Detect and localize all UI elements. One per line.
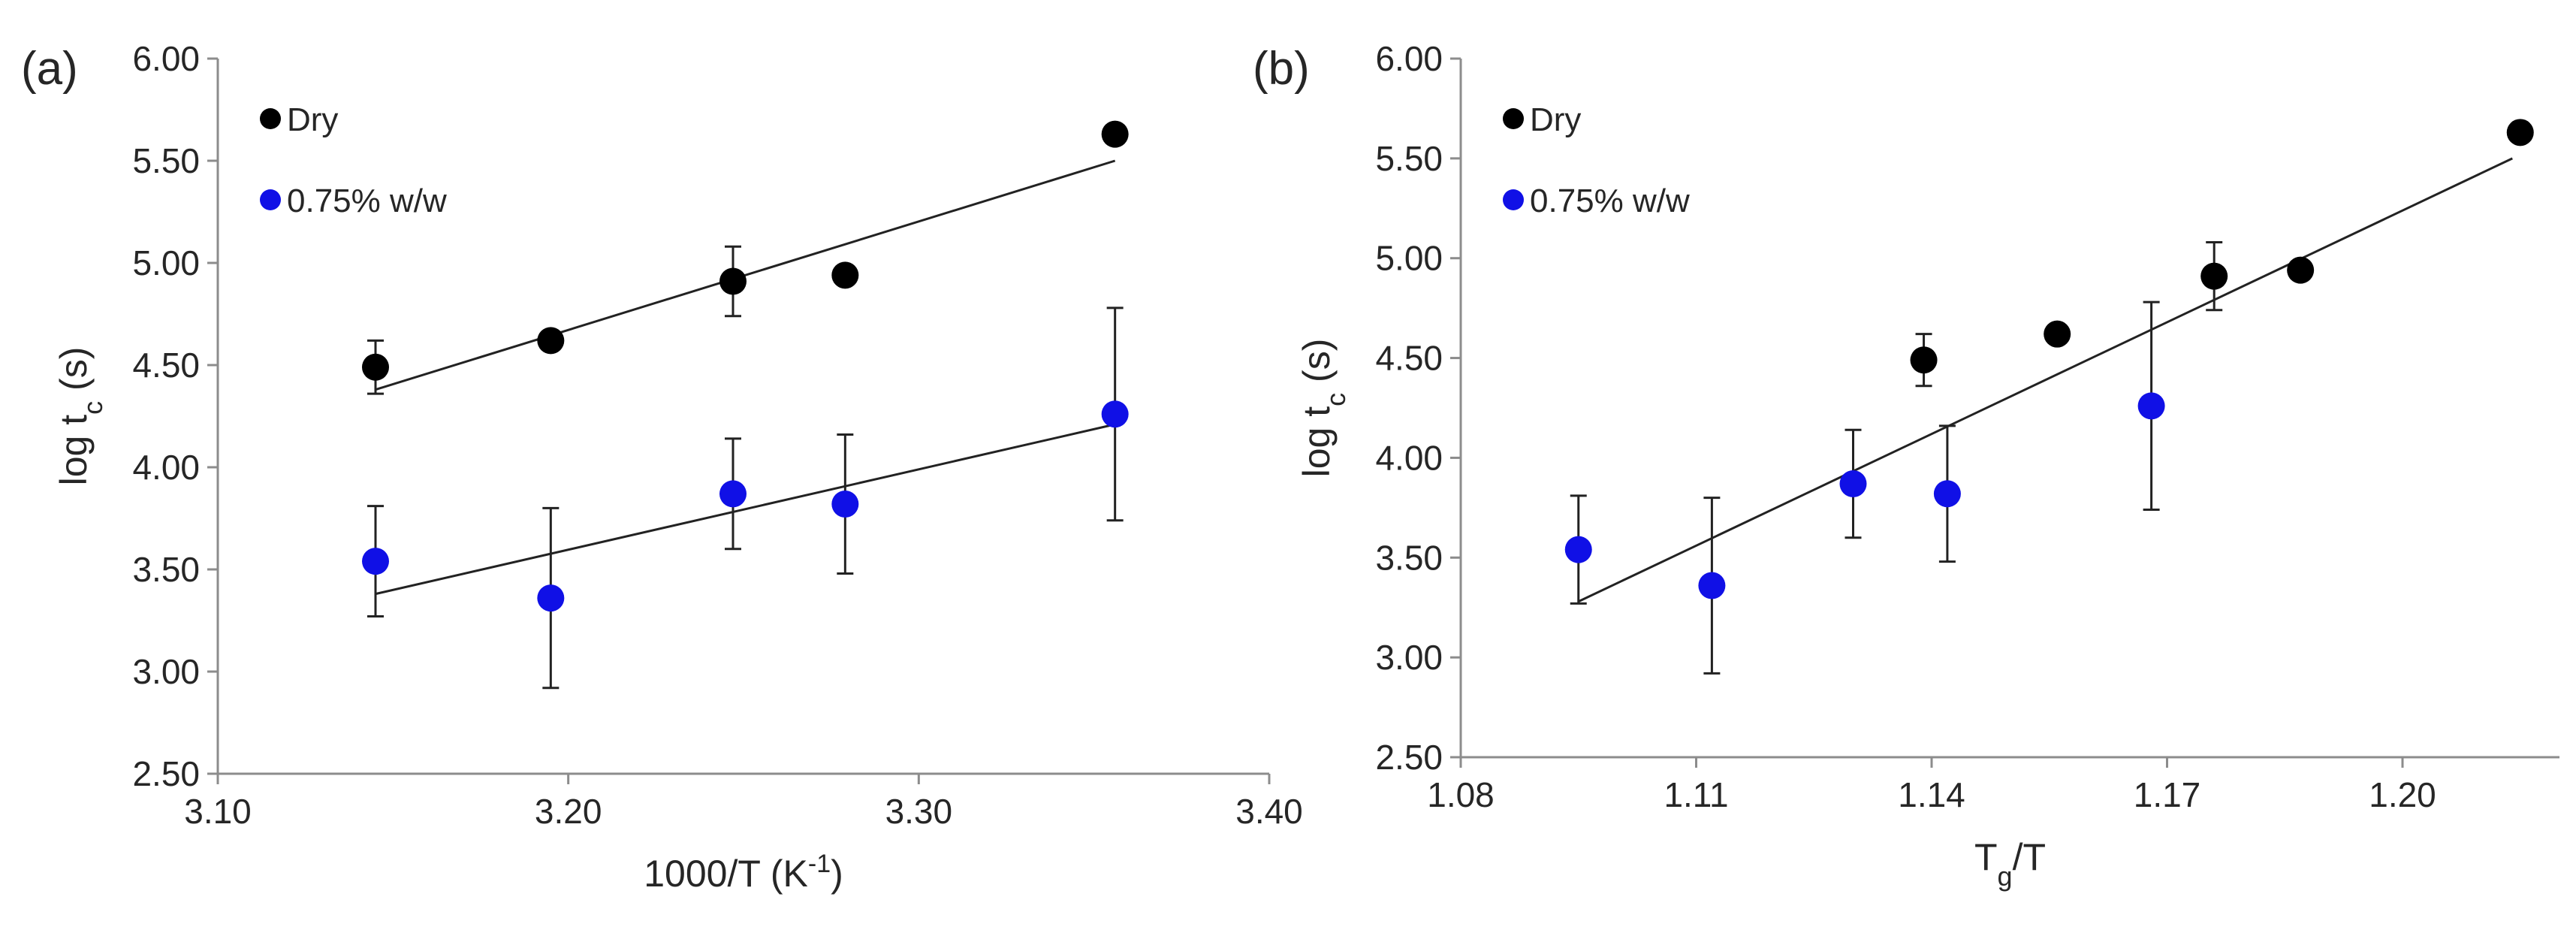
panel-label: (b) xyxy=(1253,43,1310,95)
x-tick-label: 1.17 xyxy=(2134,775,2201,814)
x-axis-label-main: T xyxy=(1974,836,1998,878)
data-point-dry xyxy=(1910,346,1938,374)
x-tick-label: 3.10 xyxy=(184,792,252,831)
data-point-wet xyxy=(1933,480,1961,508)
legend-label-wet: 0.75% w/w xyxy=(287,183,447,219)
y-tick-label: 2.50 xyxy=(132,754,200,793)
y-axis-label-tail: (s) xyxy=(1296,339,1338,393)
x-axis-label-sub: g xyxy=(1998,861,2013,892)
data-point-wet xyxy=(537,584,565,612)
legend-marker-dry xyxy=(1503,108,1524,129)
y-tick-label: 3.50 xyxy=(1375,538,1443,577)
data-point-dry xyxy=(1101,120,1129,148)
data-point-dry xyxy=(537,327,565,355)
y-tick-label: 4.00 xyxy=(132,448,200,487)
x-axis-label-tail: /T xyxy=(2013,836,2046,878)
x-tick-label: 1.20 xyxy=(2369,775,2436,814)
x-tick-label: 3.30 xyxy=(885,792,953,831)
x-axis-label: Tg/T xyxy=(1974,836,2046,892)
data-point-wet xyxy=(1564,536,1592,563)
data-point-wet xyxy=(1839,470,1867,497)
x-tick-label: 1.14 xyxy=(1898,775,1965,814)
x-axis-label-tail: ) xyxy=(831,853,843,895)
y-axis-label: log tc (s) xyxy=(53,347,108,486)
y-tick-label: 3.00 xyxy=(1375,638,1443,677)
y-tick-label: 3.00 xyxy=(132,652,200,691)
data-point-wet xyxy=(2137,392,2165,420)
legend-marker-wet xyxy=(1503,189,1524,210)
data-point-wet xyxy=(1101,400,1129,428)
trendline-wet xyxy=(375,423,1116,596)
data-point-wet xyxy=(362,548,389,575)
trendline xyxy=(1578,157,2513,603)
data-point-dry xyxy=(831,261,859,289)
y-axis-label-main: log t xyxy=(1296,406,1338,478)
y-tick-label: 5.50 xyxy=(1375,139,1443,178)
legend-label-wet: 0.75% w/w xyxy=(1530,183,1690,219)
legend-marker-wet xyxy=(260,189,281,210)
y-tick-label: 6.00 xyxy=(132,39,200,78)
x-axis-label-sup: -1 xyxy=(808,850,831,878)
data-point-dry xyxy=(2506,119,2534,146)
y-axis-label: log tc (s) xyxy=(1296,339,1351,478)
y-axis-label-sub: c xyxy=(1320,393,1351,406)
y-tick-label: 4.50 xyxy=(132,346,200,385)
legend-label-dry: Dry xyxy=(287,101,338,138)
legend-marker-dry xyxy=(260,108,281,129)
y-tick-label: 4.50 xyxy=(1375,339,1443,378)
trendline-dry xyxy=(375,159,1116,391)
y-tick-label: 2.50 xyxy=(1375,738,1443,777)
y-tick-label: 5.00 xyxy=(1375,239,1443,278)
y-tick-label: 5.50 xyxy=(132,141,200,180)
x-axis-label: 1000/T (K-1) xyxy=(644,850,843,895)
y-axis-label-sub: c xyxy=(77,401,108,415)
y-axis-label-main: log t xyxy=(53,415,95,486)
panel-a: 2.50 3.00 3.50 4.00 4.50 5.00 5.50 6.00 3.10 3.20… xyxy=(21,39,1303,895)
data-point-dry xyxy=(2044,320,2071,348)
x-tick-label: 1.11 xyxy=(1664,775,1728,814)
data-point-dry xyxy=(362,353,389,381)
data-point-dry xyxy=(2287,256,2315,284)
panel-label: (a) xyxy=(21,43,78,95)
y-tick-label: 3.50 xyxy=(132,550,200,589)
x-tick-label: 3.40 xyxy=(1235,792,1303,831)
data-point-dry xyxy=(719,267,747,295)
data-point-dry xyxy=(2200,262,2228,290)
data-point-wet xyxy=(831,490,859,518)
y-tick-label: 4.00 xyxy=(1375,438,1443,477)
y-tick-label: 6.00 xyxy=(1375,39,1443,78)
data-point-wet xyxy=(719,480,747,508)
x-tick-label: 1.08 xyxy=(1427,775,1495,814)
x-axis-label-main: 1000/T (K xyxy=(644,853,808,895)
legend-label-dry: Dry xyxy=(1530,101,1581,138)
x-tick-label: 3.20 xyxy=(535,792,602,831)
y-tick-label: 5.00 xyxy=(132,243,200,282)
y-axis-label-tail: (s) xyxy=(53,347,95,401)
panel-b: 2.50 3.00 3.50 4.00 4.50 5.00 5.50 6.00 1.08 1.11… xyxy=(1253,39,2559,892)
data-point-wet xyxy=(1698,572,1726,599)
